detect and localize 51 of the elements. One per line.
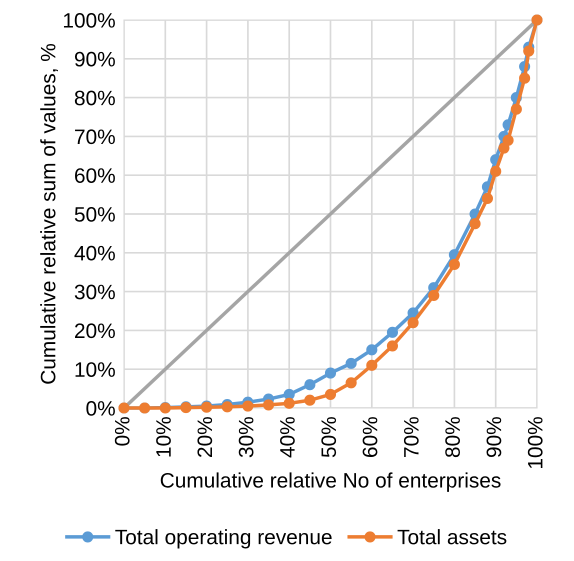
- point: [366, 344, 378, 356]
- point: [490, 166, 502, 177]
- point: [324, 388, 336, 400]
- point: [304, 379, 316, 390]
- point: [469, 218, 481, 230]
- point: [448, 258, 460, 270]
- y-tick-label: 0%: [86, 401, 115, 416]
- y-tick-label: 70%: [75, 129, 115, 144]
- x-tick-label: 20%: [197, 417, 212, 457]
- point: [304, 394, 316, 406]
- point: [498, 142, 510, 154]
- y-tick-label: 40%: [74, 246, 115, 261]
- y-tick-label: 10%: [76, 362, 115, 377]
- x-axis-title: Cumulative relative No of enterprises: [160, 472, 501, 492]
- x-tick-label: 30%: [238, 417, 254, 458]
- legend-label: Total assets: [398, 529, 506, 544]
- x-tick-label: 80%: [445, 417, 460, 458]
- x-tick-label: 50%: [321, 417, 336, 458]
- y-tick-label: 20%: [75, 323, 115, 338]
- point: [284, 398, 295, 409]
- point: [408, 317, 419, 328]
- point: [510, 104, 522, 115]
- x-tick-label: 100%: [528, 417, 543, 468]
- point: [262, 399, 274, 410]
- point: [428, 290, 440, 302]
- point: [242, 400, 254, 412]
- x-tick-label: 90%: [486, 417, 502, 458]
- x-tick-label: 10%: [156, 417, 171, 456]
- y-axis-title: Cumulative relative sum of values, %: [40, 44, 58, 384]
- y-tick-label: 50%: [74, 207, 115, 222]
- point: [523, 45, 534, 57]
- x-tick-label: 60%: [362, 417, 378, 457]
- point: [324, 368, 336, 379]
- x-tick-label: 40%: [280, 417, 295, 458]
- point: [366, 360, 378, 371]
- y-tick-label: 100%: [64, 13, 115, 28]
- point: [346, 358, 357, 369]
- point: [386, 326, 398, 338]
- point: [284, 388, 295, 400]
- x-tick-label: 70%: [404, 417, 419, 457]
- y-tick-label: 60%: [75, 168, 115, 183]
- point: [222, 401, 233, 412]
- point: [519, 72, 530, 84]
- y-tick-label: 30%: [74, 284, 115, 300]
- legend-label: Total operating revenue: [115, 529, 332, 548]
- point: [386, 340, 398, 352]
- y-tick-label: 90%: [74, 52, 115, 67]
- point: [346, 377, 357, 388]
- y-tick-label: 80%: [74, 90, 115, 106]
- point: [502, 134, 514, 146]
- point: [482, 192, 493, 204]
